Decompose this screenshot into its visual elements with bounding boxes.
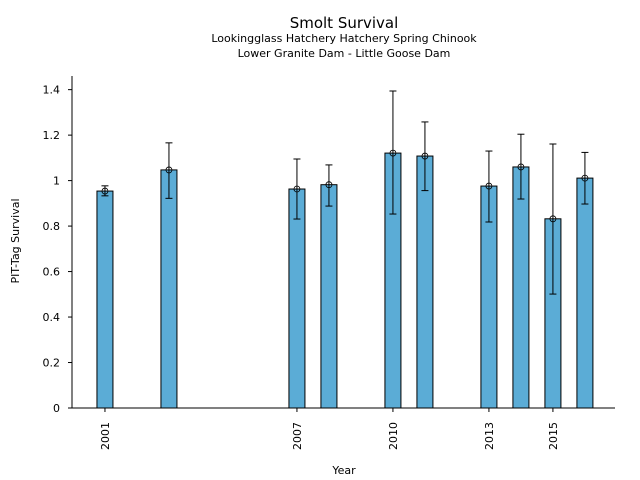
x-tick-label: 2015	[547, 422, 560, 450]
point-marker-2015	[549, 215, 557, 223]
point-marker-2016	[581, 174, 589, 182]
y-tick-label: 0.8	[43, 220, 61, 233]
point-marker-2001	[101, 187, 109, 195]
axes-group: 0 0.2 0.4 0.6 0.8 1 1.2 1.4 2001 2007 2010 2013 2015	[43, 76, 615, 450]
point-marker-2008	[325, 181, 333, 189]
bar-2003	[160, 169, 178, 409]
point-marker-2013	[485, 182, 493, 190]
chart-subtitle-1: Lookingglass Hatchery Hatchery Spring Ch…	[211, 32, 477, 45]
point-marker-2010	[389, 149, 397, 157]
bar-2016	[576, 177, 594, 409]
y-tick-label: 1	[53, 175, 60, 188]
x-tick-label: 2013	[483, 422, 496, 450]
y-tick-label: 0.4	[43, 311, 61, 324]
bar-2014	[512, 166, 530, 409]
bar-2001	[96, 190, 114, 409]
chart-subtitle-2: Lower Granite Dam - Little Goose Dam	[238, 47, 451, 60]
x-axis-label: Year	[331, 464, 356, 477]
point-marker-2014	[517, 163, 525, 171]
point-marker-2011	[421, 152, 429, 160]
y-tick-label: 0.6	[43, 266, 61, 279]
y-axis-label: PIT-Tag Survival	[9, 198, 22, 283]
error-bars-group	[101, 90, 589, 295]
y-tick-label: 1.4	[43, 84, 61, 97]
x-tick-label: 2001	[99, 422, 112, 450]
bar-2011	[416, 155, 434, 409]
bars-group	[96, 152, 594, 409]
point-marker-2007	[293, 185, 301, 193]
bar-2007	[288, 188, 306, 409]
x-tick-label: 2007	[291, 422, 304, 450]
y-tick-label: 0	[53, 402, 60, 415]
y-tick-label: 0.2	[43, 357, 61, 370]
x-tick-label: 2010	[387, 422, 400, 450]
bar-2008	[320, 184, 338, 409]
y-tick-label: 1.2	[43, 129, 61, 142]
point-marker-2003	[165, 166, 173, 174]
chart-title: Smolt Survival	[290, 14, 399, 32]
